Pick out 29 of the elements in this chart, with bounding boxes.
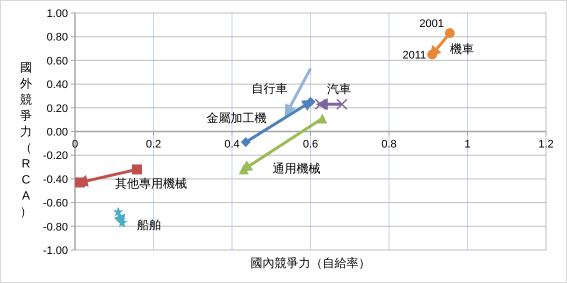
x-tick-label: 1 — [464, 138, 471, 150]
x-tick-label: 0.2 — [146, 138, 162, 150]
y-tick-label: 0.40 — [46, 79, 68, 92]
annotation: 2001 — [419, 18, 444, 30]
series-label: 汽車 — [326, 82, 351, 96]
x-tick-label: 0.6 — [302, 138, 318, 150]
text: 國外競爭力（RCA） — [20, 60, 32, 218]
series-label: 其他專用機械 — [115, 176, 188, 190]
series-label: 船舶 — [137, 218, 162, 232]
x-tick-label: 0.8 — [381, 138, 397, 150]
series-label: 機車 — [450, 42, 474, 56]
x-tick-label: 0.4 — [224, 138, 240, 150]
series-label: 金屬加工機 — [206, 111, 267, 126]
y-tick-label: 0.20 — [46, 102, 68, 115]
y-tick-label: 0.60 — [46, 55, 68, 68]
x-axis-title: 國內競爭力（自給率） — [250, 256, 370, 270]
y-tick-label: -0.20 — [42, 150, 68, 162]
y-tick-label: -0.60 — [42, 198, 68, 210]
series-label: 自行車 — [252, 82, 288, 96]
series-label: 通用機械 — [272, 161, 320, 176]
y-tick-label: -1.00 — [42, 245, 68, 257]
x-tick-label: 1.2 — [538, 138, 554, 150]
y-tick-label: -0.40 — [42, 174, 68, 186]
annotation: 2011 — [402, 49, 426, 62]
y-tick-label: -0.80 — [42, 221, 68, 234]
y-tick-label: 0.00 — [46, 126, 68, 138]
y-tick-label: 1.00 — [46, 8, 68, 20]
x-tick-label: 0 — [72, 138, 78, 150]
y-tick-label: 0.80 — [46, 32, 68, 44]
